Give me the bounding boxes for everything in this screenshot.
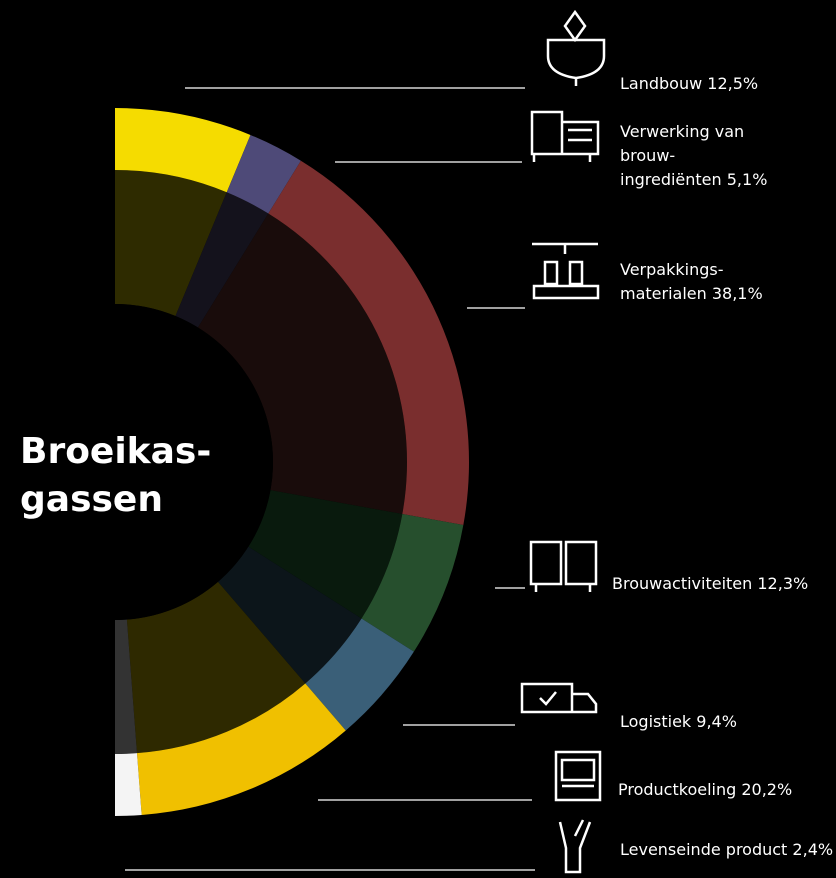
- icon-verwerking: [530, 110, 600, 162]
- inner-segment: [126, 581, 306, 754]
- label: Levenseinde product 2,4%: [620, 838, 836, 862]
- value-label: 12,5%: [707, 74, 759, 93]
- category: Brouwactiviteiten: [612, 574, 753, 593]
- category: Logistiek: [620, 712, 692, 731]
- outer-segment: [115, 108, 251, 193]
- label: Brouwactiviteiten 12,3%: [612, 572, 836, 596]
- label: Productkoeling 20,2%: [618, 778, 834, 802]
- outer-segment: [136, 683, 346, 815]
- center-hole: [0, 304, 273, 620]
- icon-verpakking: [532, 242, 600, 300]
- inner-segment: [115, 619, 137, 754]
- icon-landbouw: [546, 9, 606, 86]
- icon-brouw: [529, 540, 598, 592]
- label: Logistiek 9,4%: [620, 710, 836, 734]
- label: Verpakkings- materialen 38,1%: [620, 258, 836, 306]
- icon-koeling: [554, 750, 602, 802]
- outer-segment: [226, 134, 301, 214]
- outer-segment: [115, 753, 142, 816]
- label: Landbouw 12,5%: [620, 72, 836, 96]
- icons: [520, 9, 606, 874]
- category: Productkoeling: [618, 780, 737, 799]
- value-label: 20,2%: [741, 780, 793, 799]
- icon-logistiek: [520, 682, 598, 714]
- value-label: 12,3%: [757, 574, 809, 593]
- outer-segment: [305, 618, 414, 731]
- value-label: 9,4%: [696, 712, 737, 731]
- title-line: Broeikas-: [20, 431, 212, 472]
- value-label: 5,1%: [726, 170, 768, 189]
- category: Levenseinde product: [620, 840, 788, 859]
- outer-segment: [361, 514, 464, 652]
- category: Verwerking van brouw- ingrediënten: [620, 122, 745, 189]
- inner-segment: [217, 546, 362, 684]
- inner-segment: [175, 192, 269, 328]
- chart-title: Broeikas-gassen: [20, 428, 211, 524]
- inner-segment: [115, 170, 227, 317]
- category: Landbouw: [620, 74, 703, 93]
- icon-levenseinde: [558, 819, 592, 874]
- value-label: 2,4%: [792, 840, 834, 859]
- label: Verwerking van brouw- ingrediënten 5,1%: [620, 120, 836, 192]
- inner-segment: [197, 213, 407, 515]
- title-line: gassen: [20, 479, 163, 520]
- rings: [0, 108, 469, 816]
- value-label: 38,1%: [711, 284, 763, 303]
- category: Verpakkings- materialen: [620, 260, 724, 303]
- inner-segment: [248, 490, 403, 619]
- outer-segment: [268, 160, 469, 526]
